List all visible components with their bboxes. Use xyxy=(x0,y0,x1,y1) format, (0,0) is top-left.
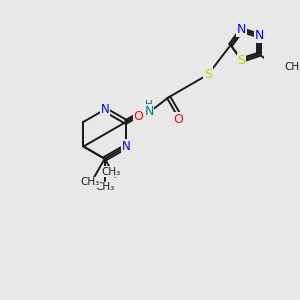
Text: S: S xyxy=(238,54,245,67)
Text: N: N xyxy=(254,29,264,42)
Text: N: N xyxy=(100,103,109,116)
Text: S: S xyxy=(204,68,212,81)
Text: O: O xyxy=(174,113,183,126)
Text: H: H xyxy=(145,100,153,110)
Text: N: N xyxy=(237,23,246,37)
Text: N: N xyxy=(144,105,154,118)
Text: O: O xyxy=(134,110,143,123)
Text: CH₃: CH₃ xyxy=(95,182,114,192)
Text: N: N xyxy=(122,140,130,153)
Text: CH₃: CH₃ xyxy=(284,61,300,72)
Text: CH₃: CH₃ xyxy=(101,167,120,177)
Text: CH₃: CH₃ xyxy=(80,177,100,187)
